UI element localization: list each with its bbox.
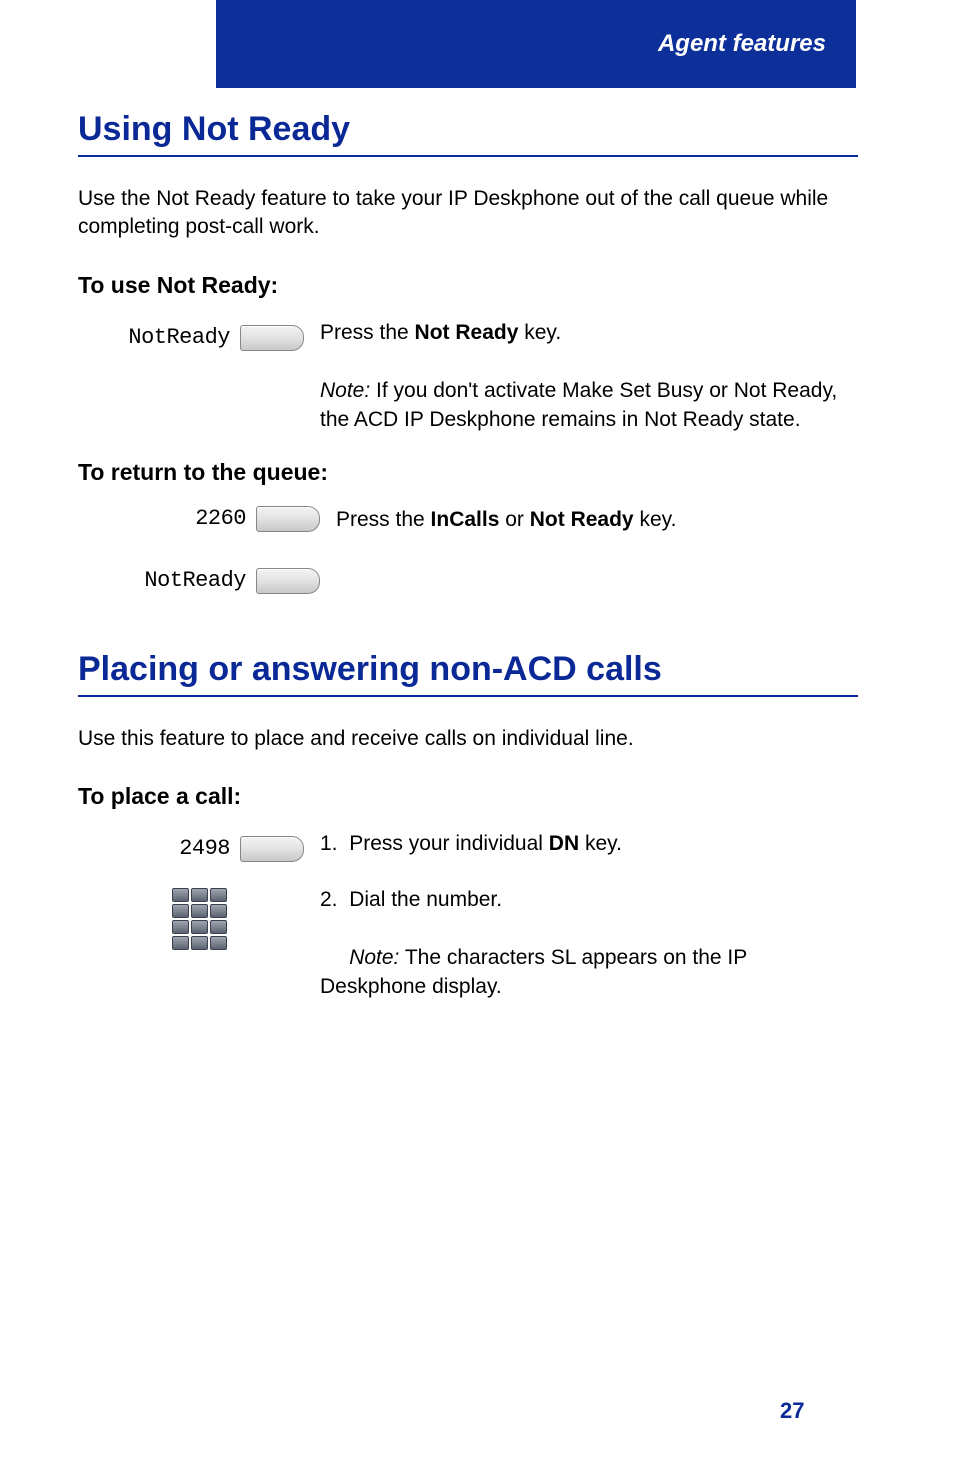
step-row-notready: NotReady Press the Not Ready key. Note: …: [78, 319, 858, 435]
soft-key-button: [240, 836, 304, 862]
incalls-key-label: 2260: [195, 506, 246, 531]
step2-desc: Press the InCalls or Not Ready key.: [320, 506, 858, 535]
header-bar: Agent features: [216, 0, 856, 88]
num1: 1.: [320, 832, 338, 855]
desc-text: Press the: [320, 321, 415, 344]
keypad-key: [210, 920, 227, 934]
keypad-icon: [172, 888, 227, 950]
section1-subhead1: To use Not Ready:: [78, 272, 858, 299]
soft-key-button: [240, 325, 304, 351]
page-number: 27: [780, 1398, 804, 1424]
step-row-return: 2260 NotReady Press the InCalls or Not R…: [78, 506, 858, 594]
keypad-key: [191, 920, 208, 934]
dn-key-label: 2498: [179, 836, 230, 861]
keypad-key: [172, 888, 189, 902]
incalls-key-item: 2260: [78, 506, 320, 532]
key-visual-notready: NotReady: [78, 319, 320, 351]
keypad-key: [191, 888, 208, 902]
dn-keyname: DN: [549, 832, 579, 855]
key-visual-dn: 2498: [78, 830, 320, 862]
desc2-text1: Press the: [336, 508, 431, 531]
section1-subhead2: To return to the queue:: [78, 459, 858, 486]
notready-key-label: NotReady: [128, 325, 230, 350]
or-text: or: [499, 508, 529, 531]
soft-key-button: [256, 506, 320, 532]
dial-desc: Dial the number.: [349, 888, 502, 911]
section-non-acd: Placing or answering non-ACD calls Use t…: [78, 650, 858, 1002]
note-label: Note:: [320, 379, 370, 402]
desc2-text2: key.: [634, 508, 677, 531]
step-row-dial: 2. Dial the number. Note: The characters…: [78, 886, 858, 1002]
step-dial-desc: 2. Dial the number. Note: The characters…: [320, 886, 858, 1002]
step-row-dn: 2498 1. Press your individual DN key.: [78, 830, 858, 862]
notready-keyname2: Not Ready: [530, 508, 634, 531]
keypad-key: [172, 936, 189, 950]
notready-key-label2: NotReady: [144, 568, 246, 593]
note-label2: Note:: [349, 946, 399, 969]
incalls-keyname: InCalls: [431, 508, 500, 531]
keypad-key: [172, 904, 189, 918]
soft-key-button: [256, 568, 320, 594]
keypad-key: [172, 920, 189, 934]
header-label: Agent features: [658, 30, 826, 58]
desc-text2: key.: [518, 321, 561, 344]
notready-key-item: NotReady: [78, 568, 320, 594]
dn-desc2: key.: [579, 832, 622, 855]
num2: 2.: [320, 888, 338, 911]
section-title-non-acd: Placing or answering non-ACD calls: [78, 650, 858, 697]
section2-intro: Use this feature to place and receive ca…: [78, 725, 858, 753]
section-title-not-ready: Using Not Ready: [78, 110, 858, 157]
section2-subhead: To place a call:: [78, 783, 858, 810]
section1-intro: Use the Not Ready feature to take your I…: [78, 185, 858, 242]
key-visual-return: 2260 NotReady: [78, 506, 320, 594]
note-text: If you don't activate Make Set Busy or N…: [320, 379, 837, 431]
step1-desc: Press the Not Ready key. Note: If you do…: [320, 319, 858, 435]
step-dn-desc: 1. Press your individual DN key.: [320, 830, 858, 859]
dn-desc1: Press your individual: [349, 832, 549, 855]
page-content: Using Not Ready Use the Not Ready featur…: [78, 110, 858, 1026]
keypad-key: [191, 904, 208, 918]
keypad-key: [210, 888, 227, 902]
keypad-visual: [78, 886, 320, 950]
notready-keyname: Not Ready: [415, 321, 519, 344]
keypad-key: [191, 936, 208, 950]
keypad-key: [210, 904, 227, 918]
keypad-key: [210, 936, 227, 950]
